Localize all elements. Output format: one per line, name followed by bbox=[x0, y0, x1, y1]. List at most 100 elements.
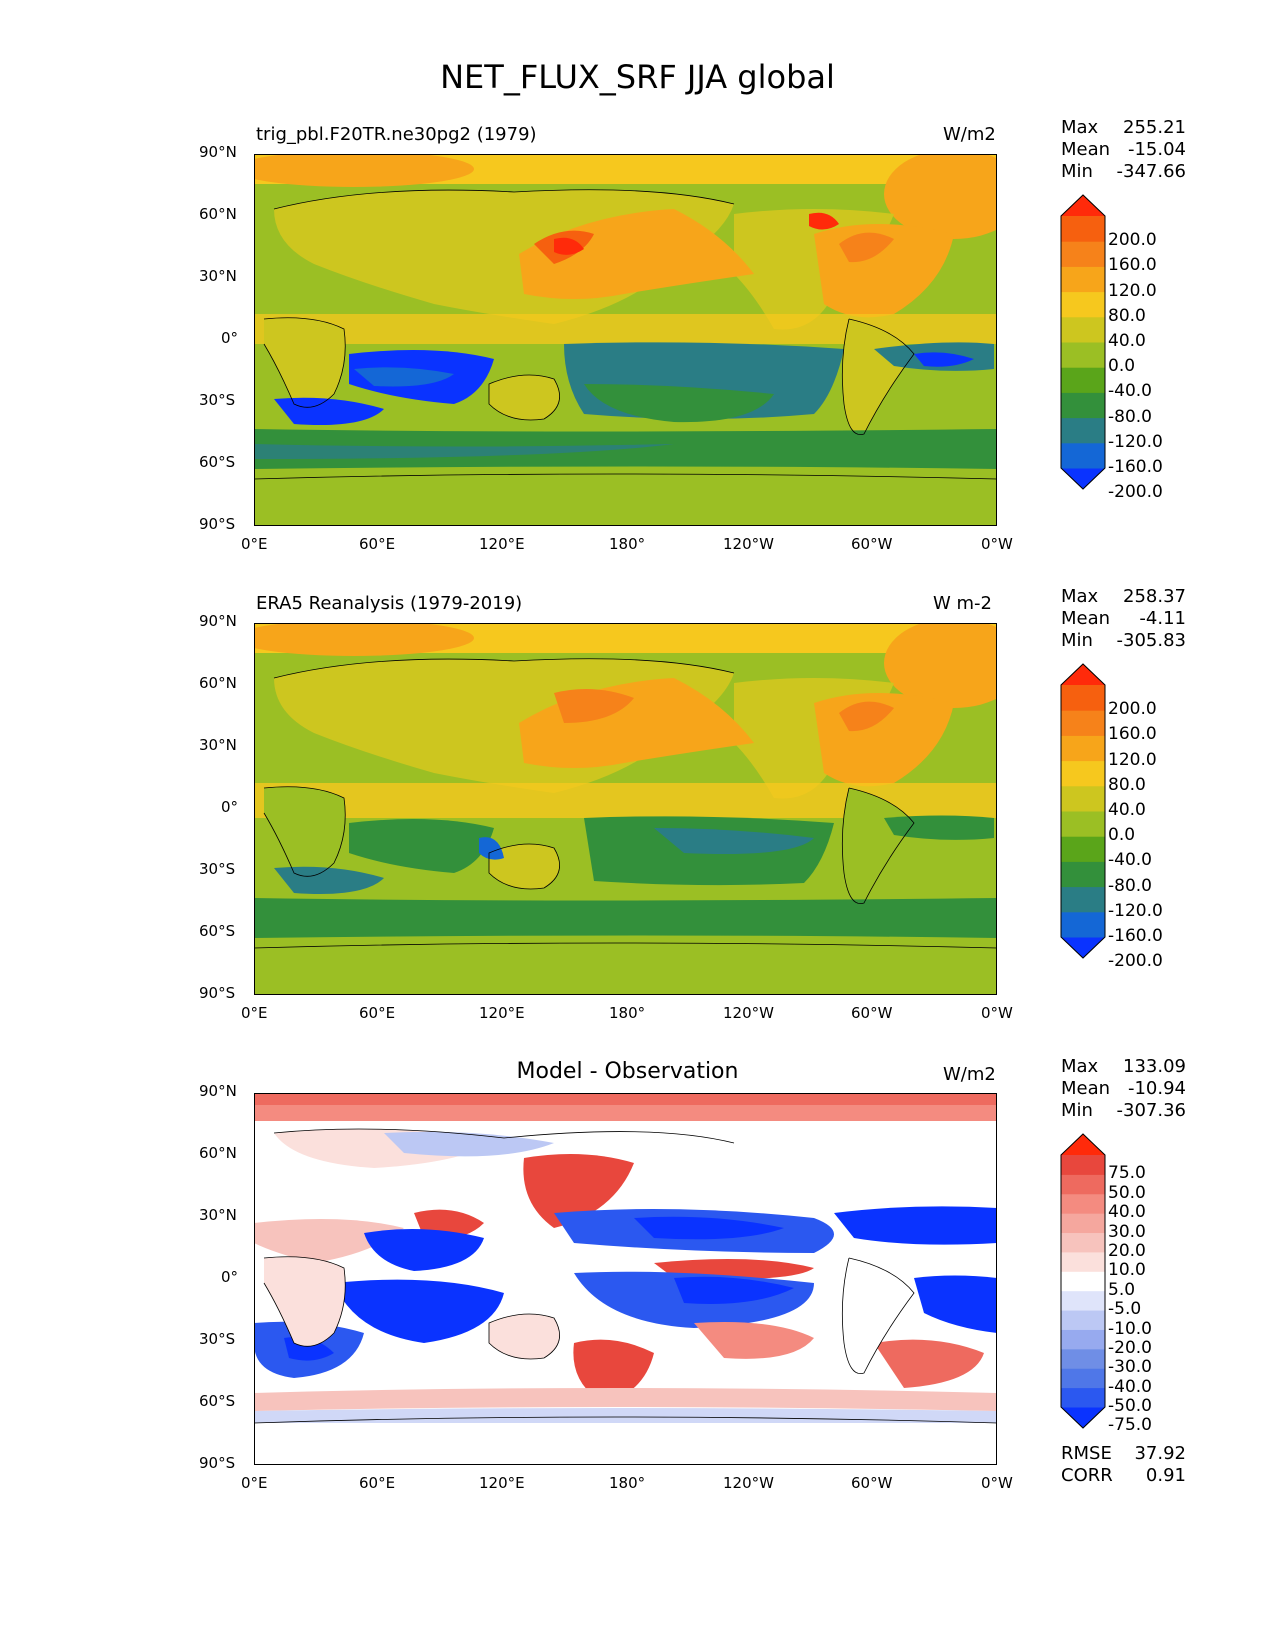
stat-min: -307.36 bbox=[1116, 1100, 1186, 1121]
colorbar-label: 50.0 bbox=[1108, 1182, 1146, 1203]
panel1-lon-label: 120°E bbox=[479, 535, 525, 553]
colorbar-segment bbox=[1061, 1348, 1105, 1369]
colorbar-segment bbox=[1061, 685, 1105, 711]
panel2-stats: Max 258.37 Mean -4.11 Min -305.83 bbox=[1061, 586, 1186, 652]
panel1-lon-label: 120°W bbox=[723, 535, 774, 553]
metric-corr: 0.91 bbox=[1145, 1465, 1186, 1486]
colorbar-segment bbox=[1061, 1193, 1105, 1214]
colorbar-segment bbox=[1061, 442, 1105, 469]
colorbar-label: 30.0 bbox=[1108, 1221, 1146, 1242]
stat-label: Mean bbox=[1061, 139, 1111, 160]
colorbar-label: -80.0 bbox=[1108, 406, 1152, 427]
colorbar-segment bbox=[1061, 664, 1105, 685]
colorbar-segment bbox=[1061, 468, 1105, 489]
colorbar-label: 160.0 bbox=[1108, 724, 1157, 745]
panel1-units: W/m2 bbox=[943, 124, 996, 145]
panel3-stats: Max 133.09 Mean -10.94 Min -307.36 bbox=[1061, 1056, 1186, 1122]
colorbar-segment bbox=[1061, 1310, 1105, 1330]
panel2-lat-label: 60°S bbox=[199, 922, 236, 940]
panel1-lat-label: 60°N bbox=[199, 205, 237, 223]
panel3-lat-label: 90°N bbox=[199, 1082, 237, 1100]
stat-label: Max bbox=[1061, 1056, 1099, 1077]
colorbar-label: -20.0 bbox=[1108, 1337, 1152, 1358]
panel1-lon-label: 0°W bbox=[981, 535, 1013, 553]
colorbar-label: -160.0 bbox=[1108, 457, 1163, 477]
colorbar-label: 120.0 bbox=[1108, 280, 1157, 301]
colorbar-label: 200.0 bbox=[1108, 230, 1157, 251]
panel2-lon-label: 0°E bbox=[241, 1004, 268, 1022]
panel3-lon-label: 60°W bbox=[851, 1474, 893, 1492]
panel2-lat-label: 60°N bbox=[199, 674, 237, 692]
colorbar-segment bbox=[1061, 1407, 1105, 1428]
colorbar-segment bbox=[1061, 861, 1105, 888]
panel3-lat-label: 60°S bbox=[199, 1392, 236, 1410]
metric-rmse: 37.92 bbox=[1134, 1443, 1186, 1464]
colorbar-label: 80.0 bbox=[1108, 305, 1146, 326]
colorbar-segment bbox=[1061, 1387, 1105, 1408]
colorbar-segment bbox=[1061, 392, 1105, 419]
panel3-colorbar bbox=[1060, 1133, 1106, 1429]
colorbar-segment bbox=[1061, 1155, 1105, 1175]
stat-mean: -4.11 bbox=[1139, 608, 1186, 629]
colorbar-label: -5.0 bbox=[1108, 1299, 1142, 1320]
colorbar-segment bbox=[1061, 937, 1105, 958]
colorbar-segment bbox=[1061, 1213, 1105, 1234]
colorbar-label: 20.0 bbox=[1108, 1240, 1146, 1261]
colorbar-segment bbox=[1061, 1251, 1105, 1272]
colorbar-segment bbox=[1061, 735, 1105, 762]
colorbar-segment bbox=[1061, 241, 1105, 267]
stat-mean: -15.04 bbox=[1127, 139, 1186, 160]
colorbar-label: -75.0 bbox=[1108, 1415, 1152, 1436]
panel1-stats: Max 255.21 Mean -15.04 Min -347.66 bbox=[1061, 117, 1186, 183]
panel2-lon-label: 120°W bbox=[723, 1004, 774, 1022]
colorbar-segment bbox=[1061, 1368, 1105, 1389]
panel1-field bbox=[254, 154, 997, 526]
panel2-lon-label: 180° bbox=[609, 1004, 646, 1022]
colorbar-label: 200.0 bbox=[1108, 699, 1157, 720]
colorbar-label: -120.0 bbox=[1108, 431, 1163, 452]
panel2-colorbar bbox=[1060, 663, 1106, 959]
colorbar-segment bbox=[1061, 216, 1105, 242]
colorbar-segment bbox=[1061, 710, 1105, 736]
panel1-colorbar bbox=[1060, 194, 1106, 490]
colorbar-segment bbox=[1061, 1290, 1105, 1311]
panel3-lon-label: 120°W bbox=[723, 1474, 774, 1492]
panel1-map bbox=[254, 154, 997, 526]
colorbar-segment bbox=[1061, 1134, 1105, 1155]
colorbar-segment bbox=[1061, 266, 1105, 293]
stat-label: Min bbox=[1061, 1100, 1093, 1121]
panel2-lat-label: 90°S bbox=[199, 984, 236, 1002]
colorbar-segment bbox=[1061, 911, 1105, 938]
panel2-field bbox=[254, 623, 997, 995]
panel3-title: Model - Observation bbox=[516, 1059, 739, 1084]
colorbar-label: 40.0 bbox=[1108, 800, 1146, 820]
colorbar-segment bbox=[1061, 1232, 1105, 1253]
panel3-units: W/m2 bbox=[943, 1064, 996, 1085]
colorbar-label: 120.0 bbox=[1108, 749, 1157, 770]
panel1-frame bbox=[254, 154, 997, 526]
colorbar-label: -120.0 bbox=[1108, 900, 1163, 921]
colorbar-label: -40.0 bbox=[1108, 850, 1152, 871]
panel2-units: W m-2 bbox=[933, 593, 993, 614]
colorbar-label: 0.0 bbox=[1108, 825, 1136, 846]
panel1-lon-label: 0°E bbox=[241, 535, 268, 553]
panel1-lat-label: 60°S bbox=[199, 453, 236, 471]
panel3-lat-label: 0° bbox=[221, 1268, 239, 1286]
figure-title: NET_FLUX_SRF JJA global bbox=[440, 58, 835, 96]
panel3-lat-label: 30°S bbox=[199, 1330, 236, 1348]
panel1-lat-label: 90°S bbox=[199, 515, 236, 533]
colorbar-segment bbox=[1061, 417, 1105, 444]
colorbar-segment bbox=[1061, 291, 1105, 318]
panel3-lon-label: 120°E bbox=[479, 1474, 525, 1492]
panel1-lat-label: 30°N bbox=[199, 267, 237, 285]
colorbar-segment bbox=[1061, 342, 1105, 368]
colorbar-label: -80.0 bbox=[1108, 875, 1152, 896]
panel3-lon-label: 0°E bbox=[241, 1474, 268, 1492]
panel3-metrics: RMSE 37.92 CORR 0.91 bbox=[1061, 1443, 1186, 1487]
panel1-lat-label: 90°N bbox=[199, 143, 237, 161]
panel3-field bbox=[254, 1093, 997, 1465]
colorbar-segment bbox=[1061, 1174, 1105, 1195]
colorbar-segment bbox=[1061, 760, 1105, 787]
panel2-lon-label: 60°E bbox=[359, 1004, 396, 1022]
stat-label: Max bbox=[1061, 586, 1099, 607]
